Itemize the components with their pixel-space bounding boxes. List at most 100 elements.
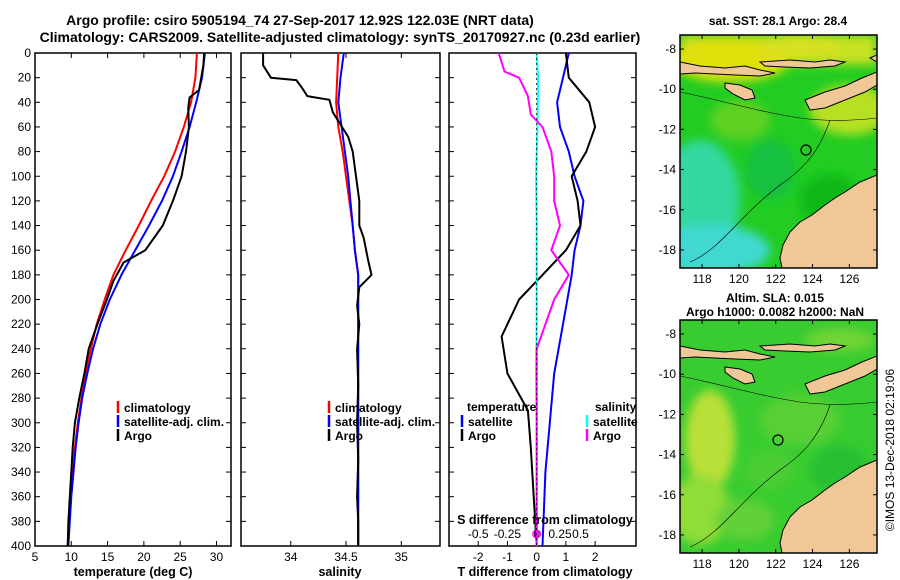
x-tick-label: 35: [395, 550, 409, 564]
legend-argo: Argo: [124, 429, 152, 443]
argo-location-marker: [772, 434, 784, 446]
x-tick-label: 2: [592, 550, 599, 564]
temperature-x-ticks: 5 10 15 20 25 30: [32, 53, 224, 564]
salinity-xlabel: salinity: [318, 565, 361, 579]
difference-top-xlabel: S difference from climatology: [457, 513, 633, 527]
title-line1: Argo profile: csiro 5905194_74 27-Sep-20…: [66, 12, 534, 28]
sla-map-ticks: 118 120 122 124 126 -8 -10 -12 -14 -16 -18: [659, 320, 877, 571]
legend-t-argo: Argo: [468, 429, 496, 443]
lat-tick-label: -18: [659, 528, 677, 542]
lon-tick-label: 118: [693, 557, 712, 571]
depth-tick-label: 160: [11, 243, 31, 257]
salinity-x-ticks: 34 34.5 35: [284, 53, 408, 564]
sst-map-ticks: 118 120 122 124 126 -8 -10 -12 -14 -16 -18: [659, 35, 877, 286]
lon-tick-label: 124: [803, 557, 823, 571]
depth-tick-label: 240: [11, 342, 31, 356]
lat-tick-label: -14: [659, 448, 677, 462]
x-tick-label: 1: [563, 550, 570, 564]
depth-tick-label: 20: [18, 71, 32, 85]
difference-panel: [448, 52, 637, 547]
legend-climatology: climatology: [335, 401, 402, 415]
lon-tick-label: 126: [839, 557, 859, 571]
lat-tick-label: -10: [659, 367, 677, 381]
lon-tick-label: 118: [693, 272, 712, 286]
depth-tick-label: 280: [11, 391, 31, 405]
lat-tick-label: -12: [659, 122, 677, 136]
depth-axis: 0 20 40 60 80 100 120 140 160 180 200 220 240 260 280 3…: [11, 46, 636, 553]
x-tick-label: -2: [473, 550, 484, 564]
lon-tick-label: 120: [729, 557, 749, 571]
depth-tick-label: 40: [18, 95, 32, 109]
lon-tick-label: 122: [766, 557, 786, 571]
top-x-tick-label: 0.5: [572, 527, 589, 541]
sst-map-title: sat. SST: 28.1 Argo: 28.4: [709, 14, 848, 28]
depth-tick-label: 380: [11, 514, 31, 528]
legend-s-satellite: satellite: [593, 415, 638, 429]
x-tick-label: -1: [502, 550, 513, 564]
argo-location-marker: [800, 144, 812, 156]
legend-climatology: climatology: [124, 401, 191, 415]
lat-tick-label: -16: [659, 488, 677, 502]
lon-tick-label: 124: [803, 272, 823, 286]
lat-tick-label: -18: [659, 243, 677, 257]
depth-tick-label: 340: [11, 465, 31, 479]
legend-satellite: satellite-adj. clim.: [124, 415, 224, 429]
depth-tick-label: 120: [11, 194, 31, 208]
lon-tick-label: 120: [729, 272, 749, 286]
legend-s-argo: Argo: [593, 429, 621, 443]
top-x-tick-label: -0.5: [468, 527, 489, 541]
series-line-t-argo: [500, 53, 597, 546]
lon-tick-label: 122: [766, 272, 786, 286]
depth-tick-label: 80: [18, 145, 32, 159]
lat-tick-label: -8: [665, 327, 676, 341]
depth-tick-label: 320: [11, 440, 31, 454]
x-tick-label: 20: [137, 550, 151, 564]
lat-tick-label: -8: [665, 42, 676, 56]
temperature-panel: [34, 52, 232, 547]
footer-credit: ©IMOS 13-Dec-2018 02:19:06: [883, 369, 897, 532]
difference-xlabel: T difference from climatology: [457, 565, 632, 579]
depth-tick-label: 360: [11, 490, 31, 504]
depth-tick-label: 200: [11, 293, 31, 307]
legend-t-satellite: satellite: [468, 415, 513, 429]
depth-tick-label: 400: [11, 539, 31, 553]
x-tick-label: 30: [210, 550, 224, 564]
series-line-argo: [66, 53, 206, 546]
legend-salinity-heading: salinity: [595, 400, 637, 414]
series-line-argo: [262, 53, 373, 546]
x-tick-label: 0: [533, 550, 540, 564]
temperature-series: [66, 53, 206, 546]
sst-map: [680, 35, 877, 268]
sla-map: [680, 320, 877, 553]
legend-satellite: satellite-adj. clim.: [335, 415, 435, 429]
depth-tick-label: 260: [11, 366, 31, 380]
depth-tick-label: 100: [11, 169, 31, 183]
temperature-legend: climatology satellite-adj. clim. Argo: [116, 401, 224, 443]
difference-legend: temperature satellite Argo salinity sate…: [460, 400, 638, 443]
depth-tick-label: 300: [11, 416, 31, 430]
salinity-legend: climatology satellite-adj. clim. Argo: [327, 401, 435, 443]
lat-tick-label: -14: [659, 163, 677, 177]
sla-map-title-line2: Argo h1000: 0.0082 h2000: NaN: [686, 305, 864, 319]
depth-tick-label: 140: [11, 219, 31, 233]
title-line2: Climatology: CARS2009. Satellite-adjuste…: [40, 29, 641, 45]
lon-tick-label: 126: [839, 272, 859, 286]
top-x-tick-label: -0.25: [494, 527, 522, 541]
lat-tick-label: -16: [659, 203, 677, 217]
lat-tick-label: -12: [659, 407, 677, 421]
difference-series: [497, 53, 597, 546]
sla-map-title-line1: Altim. SLA: 0.015: [726, 291, 824, 305]
depth-tick-label: 0: [24, 46, 31, 60]
salinity-series: [262, 53, 373, 546]
x-tick-label: 34.5: [334, 550, 358, 564]
x-tick-label: 10: [65, 550, 79, 564]
legend-temperature-heading: temperature: [467, 400, 537, 414]
x-tick-label: 5: [32, 550, 39, 564]
temperature-xlabel: temperature (deg C): [74, 565, 193, 579]
lat-tick-label: -10: [659, 82, 677, 96]
x-tick-label: 25: [174, 550, 188, 564]
depth-tick-label: 60: [18, 120, 32, 134]
x-tick-label: 15: [101, 550, 115, 564]
legend-argo: Argo: [335, 429, 363, 443]
